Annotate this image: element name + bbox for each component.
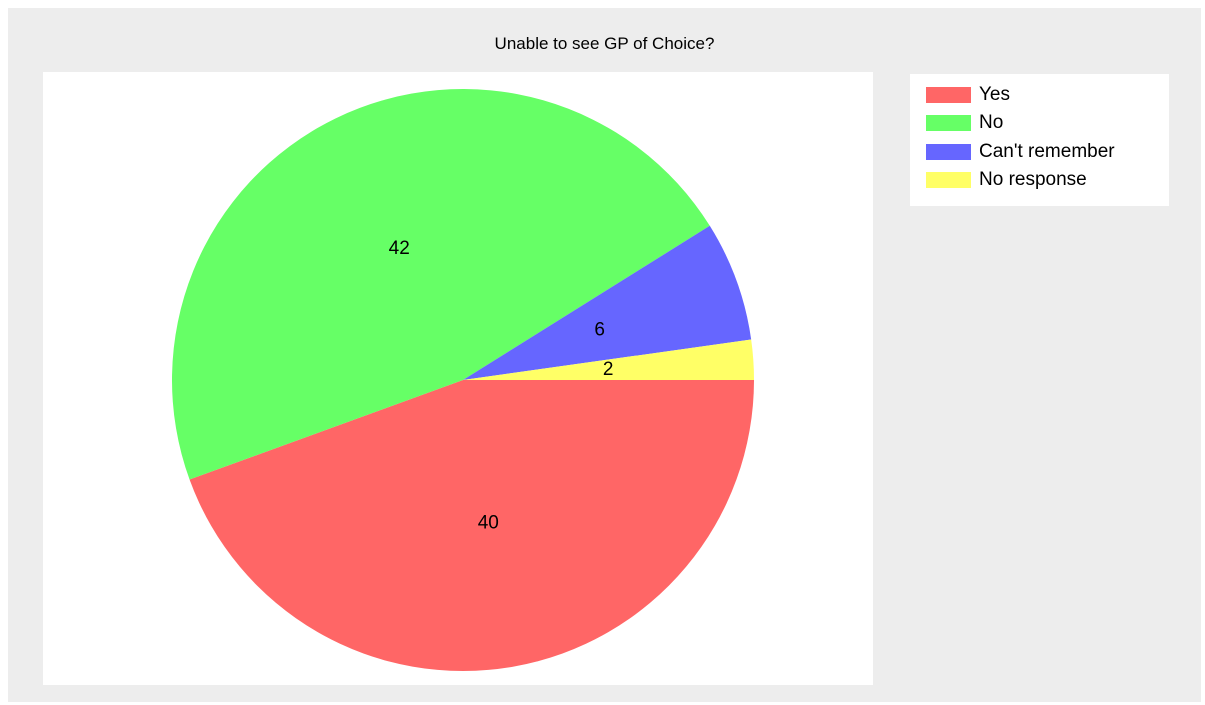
pie-slice-no-response bbox=[463, 339, 755, 380]
legend-swatch-cant-remember bbox=[926, 144, 971, 160]
legend-item-no: No bbox=[926, 112, 1003, 134]
plot-area: 40 42 6 2 bbox=[43, 72, 873, 685]
legend-swatch-no bbox=[926, 115, 971, 131]
slice-label-cant-remember: 6 bbox=[594, 319, 605, 340]
slice-label-no: 42 bbox=[389, 238, 410, 259]
pie-slice-yes bbox=[189, 380, 755, 671]
legend-swatch-no-response bbox=[926, 172, 971, 188]
slice-label-yes: 40 bbox=[478, 512, 499, 533]
legend-label-no-response: No response bbox=[979, 169, 1087, 190]
pie-chart: 40 42 6 2 bbox=[172, 89, 755, 671]
pie-slice-no bbox=[172, 89, 710, 480]
legend-swatch-yes bbox=[926, 87, 971, 103]
chart-title: Unable to see GP of Choice? bbox=[494, 34, 715, 53]
slice-label-no-response: 2 bbox=[603, 359, 614, 380]
legend: Yes No Can't remember No response bbox=[910, 74, 1169, 206]
legend-item-cant-remember: Can't remember bbox=[926, 141, 1115, 163]
legend-item-yes: Yes bbox=[926, 84, 1010, 106]
legend-label-cant-remember: Can't remember bbox=[979, 141, 1115, 162]
legend-label-yes: Yes bbox=[979, 84, 1010, 105]
legend-label-no: No bbox=[979, 112, 1004, 133]
legend-item-no-response: No response bbox=[926, 169, 1087, 191]
pie-slice-cant-remember bbox=[463, 225, 752, 380]
chart-frame: Unable to see GP of Choice? 40 42 6 2 Yes N… bbox=[8, 8, 1201, 702]
